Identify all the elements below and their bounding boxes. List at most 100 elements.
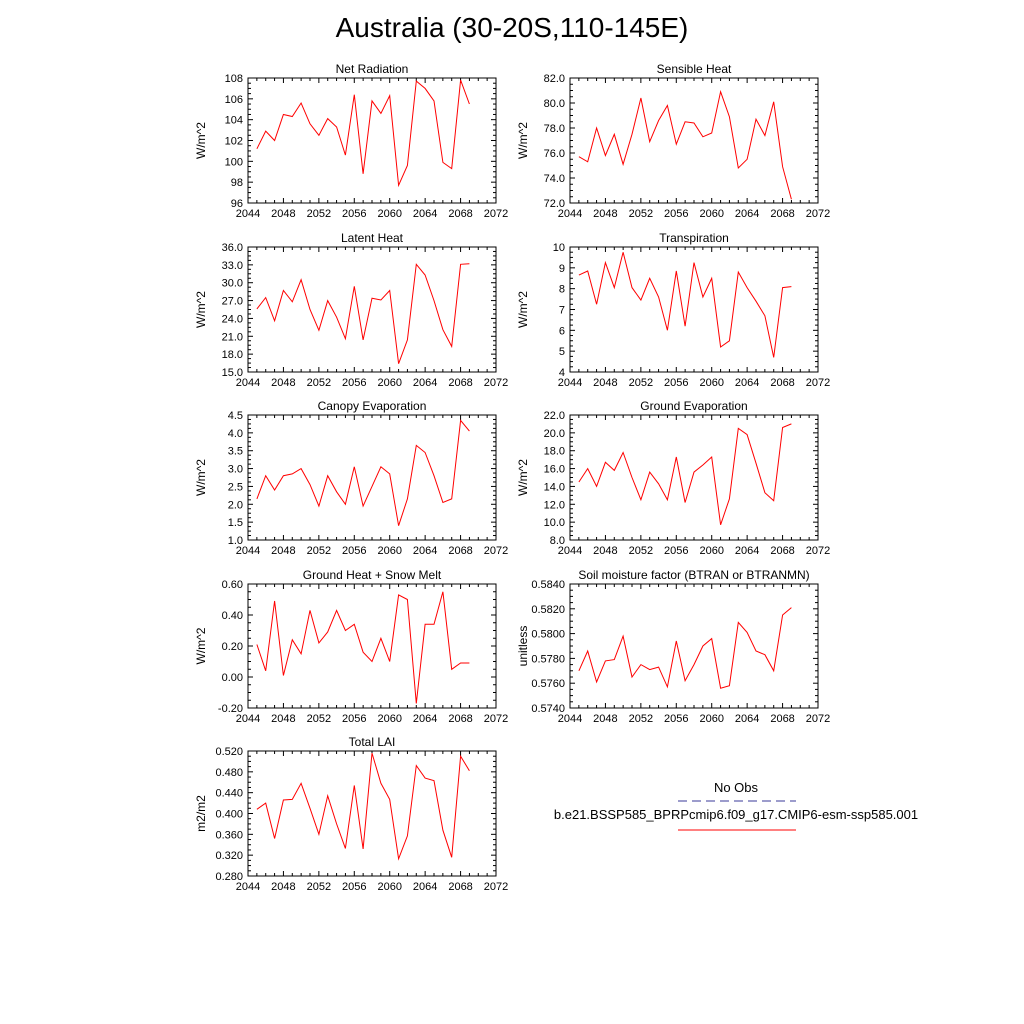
y-tick-label: 0.5780 (531, 653, 565, 665)
x-tick-label: 2052 (307, 377, 331, 389)
series-line (256, 752, 470, 861)
y-tick-label: 8.0 (550, 535, 565, 547)
y-tick-label: 80.0 (544, 98, 565, 110)
y-tick-label: 0.5820 (531, 604, 565, 616)
x-tick-label: 2068 (448, 881, 472, 893)
x-tick-label: 2060 (699, 545, 723, 557)
y-tick-label: 106 (225, 94, 243, 106)
x-tick-label: 2044 (236, 377, 260, 389)
series-line (578, 89, 792, 200)
y-tick-label: 10.0 (544, 517, 565, 529)
legend: No Obs b.e21.BSSP585_BPRPcmip6.f09_g17.CM… (554, 780, 918, 831)
y-tick-label: 1.0 (228, 535, 243, 547)
x-tick-label: 2056 (342, 713, 366, 725)
y-axis-label: W/m^2 (516, 122, 530, 159)
panel-title: Total LAI (349, 735, 396, 749)
y-axis-label: W/m^2 (516, 291, 530, 328)
x-tick-label: 2048 (271, 208, 295, 220)
y-tick-label: 102 (225, 136, 243, 148)
x-tick-label: 2064 (413, 377, 437, 389)
panel-title: Latent Heat (341, 231, 404, 245)
y-tick-label: 104 (225, 115, 243, 127)
x-tick-label: 2072 (806, 713, 830, 725)
series-line (256, 591, 470, 704)
y-tick-label: 0.00 (222, 672, 243, 684)
y-tick-label: 3.0 (228, 464, 243, 476)
plot-frame (569, 583, 819, 709)
chart-panel: Soil moisture factor (BTRAN or BTRANMN) u… (516, 568, 830, 725)
plot-frame (247, 750, 497, 877)
x-tick-label: 2044 (558, 377, 582, 389)
series-line (578, 607, 792, 689)
y-tick-label: 9 (559, 263, 565, 275)
y-tick-label: 0.320 (215, 850, 243, 862)
x-tick-label: 2044 (236, 713, 260, 725)
y-axis-label: m2/m2 (194, 795, 208, 832)
y-tick-label: 12.0 (544, 499, 565, 511)
x-tick-label: 2064 (413, 545, 437, 557)
y-tick-label: 30.0 (222, 278, 243, 290)
x-tick-label: 2060 (699, 208, 723, 220)
y-axis-label: W/m^2 (194, 627, 208, 664)
y-tick-label: 96 (231, 198, 243, 210)
x-tick-label: 2064 (735, 377, 759, 389)
y-axis-label: W/m^2 (516, 459, 530, 496)
y-tick-label: 76.0 (544, 148, 565, 160)
x-tick-label: 2068 (448, 377, 472, 389)
series-line (256, 79, 470, 188)
x-tick-label: 2052 (307, 713, 331, 725)
y-tick-label: 36.0 (222, 242, 243, 254)
y-tick-label: 2.0 (228, 499, 243, 511)
y-tick-label: 18.0 (544, 446, 565, 458)
y-tick-label: 3.5 (228, 446, 243, 458)
y-tick-label: 4.0 (228, 428, 243, 440)
plot-frame (569, 77, 819, 204)
x-tick-label: 2072 (806, 377, 830, 389)
x-tick-label: 2072 (806, 545, 830, 557)
y-tick-label: 22.0 (544, 410, 565, 422)
y-tick-label: 15.0 (222, 367, 243, 379)
x-tick-label: 2052 (629, 545, 653, 557)
x-tick-label: 2056 (664, 377, 688, 389)
y-tick-label: -0.20 (218, 703, 243, 715)
panel-title: Sensible Heat (657, 62, 732, 76)
x-tick-label: 2064 (413, 208, 437, 220)
y-tick-label: 0.280 (215, 871, 243, 883)
series-line (256, 263, 470, 364)
y-axis-label: W/m^2 (194, 122, 208, 159)
y-tick-label: 14.0 (544, 481, 565, 493)
y-tick-label: 0.480 (215, 767, 243, 779)
y-tick-label: 21.0 (222, 331, 243, 343)
y-tick-label: 82.0 (544, 73, 565, 85)
x-tick-label: 2060 (377, 545, 401, 557)
y-tick-label: 98 (231, 177, 243, 189)
plot-frame (247, 246, 497, 373)
chart-panel: Canopy Evaporation W/m^2 2044 2048 2052 2056 2… (194, 399, 508, 557)
x-tick-label: 2048 (593, 545, 617, 557)
x-tick-label: 2072 (484, 208, 508, 220)
x-tick-label: 2044 (236, 208, 260, 220)
x-tick-label: 2056 (342, 881, 366, 893)
x-tick-label: 2048 (271, 377, 295, 389)
y-tick-label: 74.0 (544, 173, 565, 185)
y-tick-label: 6 (559, 325, 565, 337)
x-tick-label: 2052 (629, 377, 653, 389)
series-line (256, 419, 470, 526)
chart-panel: Transpiration W/m^2 2044 2048 2052 2056 2060 20… (516, 231, 830, 389)
x-tick-label: 2068 (770, 208, 794, 220)
panel-title: Ground Evaporation (640, 399, 747, 413)
x-tick-label: 2052 (629, 713, 653, 725)
y-tick-label: 4 (559, 367, 565, 379)
y-tick-label: 0.5800 (531, 629, 565, 641)
y-tick-label: 0.520 (215, 746, 243, 758)
x-tick-label: 2044 (558, 208, 582, 220)
y-tick-label: 0.5740 (531, 703, 565, 715)
x-tick-label: 2052 (307, 545, 331, 557)
x-tick-label: 2044 (236, 881, 260, 893)
x-tick-label: 2072 (484, 881, 508, 893)
x-tick-label: 2056 (342, 545, 366, 557)
panel-title: Soil moisture factor (BTRAN or BTRANMN) (578, 568, 809, 582)
x-tick-label: 2044 (558, 545, 582, 557)
y-axis-label: W/m^2 (194, 291, 208, 328)
